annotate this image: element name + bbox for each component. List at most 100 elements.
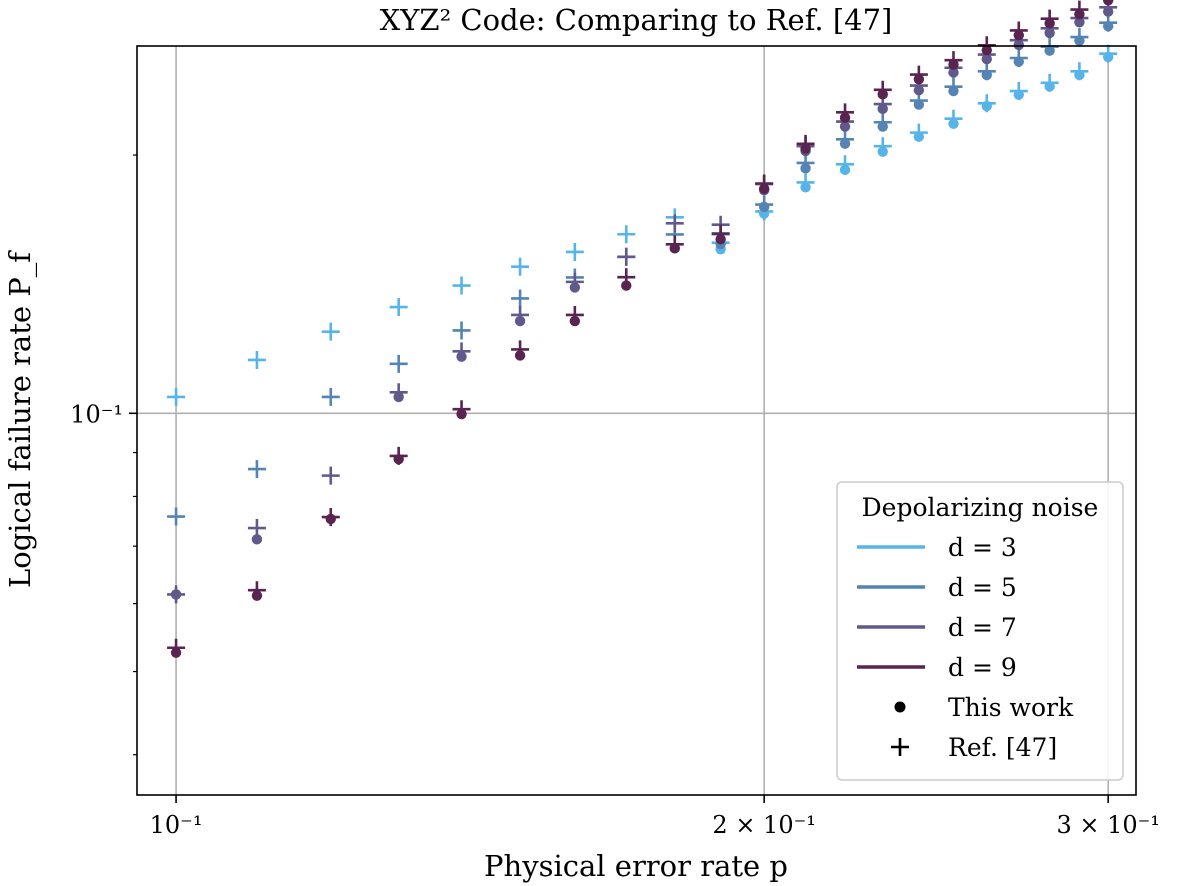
legend-entry: d = 7 [857,613,1017,642]
this-work-dot-marker [800,182,811,193]
this-work-dot-marker [948,67,959,78]
this-work-dot-marker [1074,35,1085,46]
this-work-dot-marker [251,534,263,545]
this-work-dot-marker [393,391,404,403]
plot-marks [167,0,1118,658]
ref47-plus-marker [452,321,471,340]
this-work-dot-marker [877,121,888,132]
this-work-dot-marker [456,408,467,420]
this-work-dot-marker [569,282,581,293]
this-work-dot-marker [913,99,925,110]
this-work-dot-marker [569,315,581,327]
this-work-dot-marker [1074,9,1085,20]
series-1-this-work [715,51,1114,255]
this-work-dot-marker [839,138,851,149]
this-work-dot-marker [913,131,925,142]
this-work-dot-marker [913,74,925,85]
ref47-plus-marker [321,466,340,485]
legend-entry: d = 9 [857,653,1017,682]
this-work-dot-marker [948,118,959,129]
legend-entry: This work [894,693,1074,722]
x-tick-label: 10⁻¹ [150,811,203,839]
this-work-dot-marker [325,513,336,525]
ref47-plus-marker [617,247,636,266]
this-work-dot-marker [1074,17,1085,28]
x-tick-label: 2 × 10⁻¹ [712,811,815,839]
this-work-dot-marker [1044,18,1055,29]
this-work-dot-marker [669,243,680,254]
ref47-plus-marker [247,350,266,369]
this-work-dot-marker [1044,81,1055,92]
this-work-dot-marker [1102,6,1114,17]
ref47-plus-marker [167,507,186,526]
this-work-dot-marker [715,233,726,245]
this-work-dot-marker [1044,45,1055,56]
this-work-dot-marker [981,100,992,112]
legend-entry-label: d = 5 [948,573,1017,602]
this-work-dot-marker [839,112,851,123]
this-work-dot-marker [393,454,404,465]
ref47-plus-marker [665,214,684,233]
this-work-dot-marker [948,85,959,97]
legend-dot-swatch [894,701,906,713]
this-work-dot-marker [981,69,992,81]
this-work-dot-marker [981,53,992,65]
this-work-dot-marker [800,143,811,154]
series-4-this-work [170,0,1114,658]
y-axis-label: Logical failure rate P_f [3,250,38,588]
legend-entry-label: Ref. [47] [948,733,1057,762]
this-work-dot-marker [1102,0,1114,6]
x-tick-label: 3 × 10⁻¹ [1056,811,1159,839]
this-work-dot-marker [1013,89,1024,100]
this-work-dot-marker [1044,27,1055,39]
this-work-dot-marker [251,590,263,601]
legend-entries: d = 3 d = 5 d = 7 d = 9 This work Ref. [47] [857,533,1074,762]
legend-box [836,481,1124,781]
legend-entry-label: d = 7 [948,613,1017,642]
legend-title: Depolarizing noise [862,493,1099,522]
this-work-dot-marker [170,647,182,658]
legend-entry: Ref. [47] [891,733,1057,762]
this-work-dot-marker [758,201,770,213]
legend-entry: d = 3 [857,533,1017,562]
ref47-plus-marker [617,225,636,244]
ref47-plus-marker [389,298,408,317]
ref47-plus-marker [565,242,584,261]
this-work-dot-marker [1013,39,1024,51]
this-work-dot-marker [800,163,811,174]
this-work-dot-marker [621,280,632,291]
x-axis-label: Physical error rate p [484,849,788,883]
this-work-dot-marker [1013,56,1024,67]
this-work-dot-marker [948,59,959,70]
ref47-plus-marker [167,387,186,406]
ref47-plus-marker [452,276,471,295]
ref47-plus-marker [321,322,340,341]
this-work-dot-marker [839,164,851,176]
legend: Depolarizing noise d = 3 d = 5 d = 7 d = 9 T… [836,481,1124,781]
this-work-dot-marker [1102,21,1114,32]
legend-plus-swatch [891,738,909,756]
chart-title: XYZ² Code: Comparing to Ref. [47] [380,3,893,37]
legend-entry-label: This work [948,693,1074,722]
this-work-dot-marker [514,350,526,361]
ref47-plus-marker [247,460,266,479]
this-work-dot-marker [877,89,888,100]
this-work-dot-marker [758,183,770,194]
this-work-dot-marker [981,44,992,56]
legend-entry-label: d = 3 [948,533,1017,562]
this-work-dot-marker [1074,69,1085,81]
this-work-dot-marker [877,103,888,115]
this-work-dot-marker [913,85,925,96]
this-work-dot-marker [1102,51,1114,63]
axis-ticks: 10⁻¹ 2 × 10⁻¹ 3 × 10⁻¹ 10⁻¹ [70,154,1160,839]
legend-entry-label: d = 9 [948,653,1017,682]
plot-frame [136,45,1137,796]
this-work-dot-marker [1013,30,1024,41]
ref47-plus-marker [511,257,530,276]
ref47-plus-marker [247,519,266,538]
ref47-plus-marker [511,289,530,308]
y-tick-label: 10⁻¹ [70,400,123,428]
ref47-plus-marker [389,354,408,373]
ref47-plus-marker [321,387,340,406]
